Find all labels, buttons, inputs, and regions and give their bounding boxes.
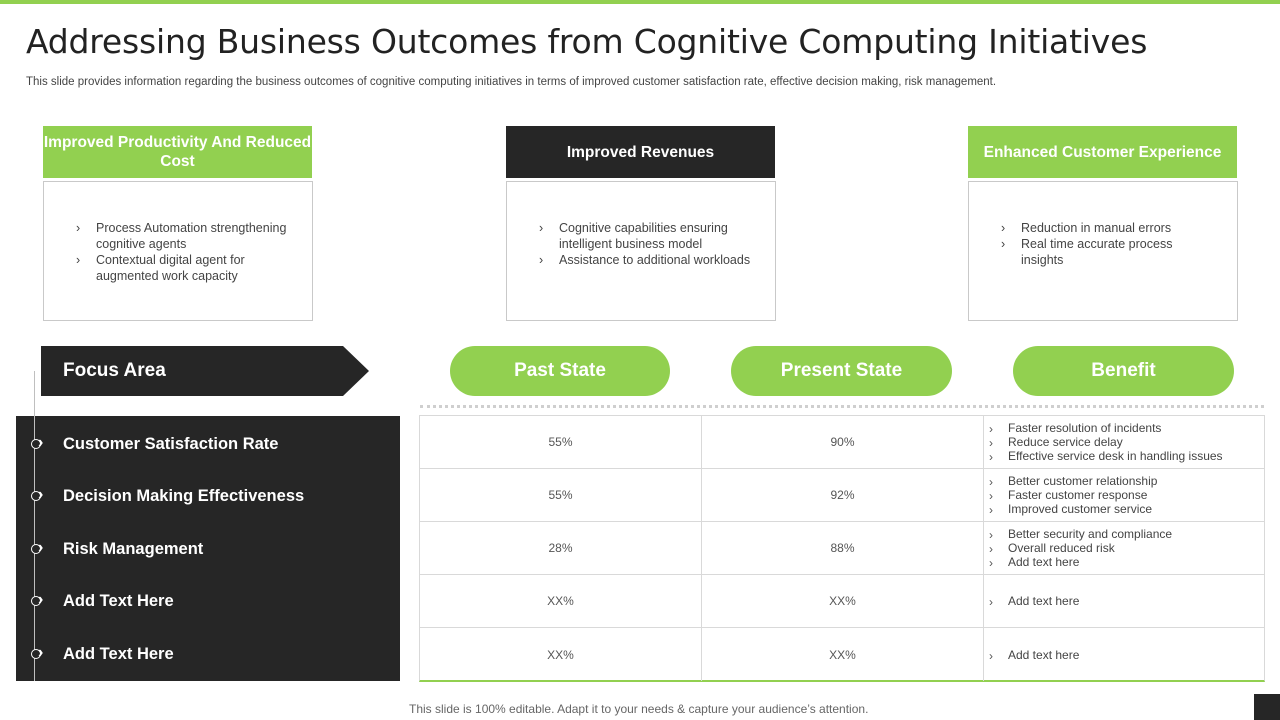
past-state-cell: XX% <box>420 575 702 627</box>
card-heading-customer-experience: Enhanced Customer Experience <box>968 126 1237 178</box>
card-heading-revenues: Improved Revenues <box>506 126 775 178</box>
table-row: 28% 88% Better security and compliance O… <box>420 522 1264 575</box>
timeline-dot-icon <box>31 649 41 659</box>
dotted-divider <box>420 405 1264 408</box>
benefit-cell: Better customer relationship Faster cust… <box>984 469 1264 521</box>
past-state-cell: 55% <box>420 416 702 468</box>
card-item: Real time accurate process insights <box>1001 236 1217 268</box>
corner-block <box>1254 694 1280 720</box>
focus-row: › Customer Satisfaction Rate <box>16 418 400 470</box>
focus-area-header: Focus Area <box>41 346 369 396</box>
focus-row: › Add Text Here <box>16 575 400 627</box>
card-item: Process Automation strengthening cogniti… <box>76 220 292 252</box>
benefit-item: Add text here <box>986 648 1079 663</box>
card-item: Contextual digital agent for augmented w… <box>76 252 292 284</box>
card-body-productivity: Process Automation strengthening cogniti… <box>43 181 313 321</box>
focus-area-label: Focus Area <box>63 360 166 381</box>
past-state-header: Past State <box>450 346 670 396</box>
timeline-dot-icon <box>31 596 41 606</box>
past-state-cell: 55% <box>420 469 702 521</box>
timeline-line <box>34 371 35 681</box>
benefit-item: Overall reduced risk <box>986 541 1172 556</box>
benefit-item: Better customer relationship <box>986 474 1157 489</box>
card-body-customer-experience: Reduction in manual errors Real time acc… <box>968 181 1238 321</box>
outcomes-table: 55% 90% Faster resolution of incidents R… <box>419 415 1265 682</box>
benefit-cell: Add text here <box>984 628 1264 681</box>
focus-area-label: Add Text Here <box>63 591 174 610</box>
focus-area-label: Customer Satisfaction Rate <box>63 434 279 453</box>
card-heading-productivity: Improved Productivity And Reduced Cost <box>43 126 312 178</box>
top-accent-line <box>0 0 1280 4</box>
timeline-dot-icon <box>31 544 41 554</box>
focus-row: › Risk Management <box>16 523 400 575</box>
footer-note: This slide is 100% editable. Adapt it to… <box>409 702 869 716</box>
chevron-right-icon: › <box>38 539 44 557</box>
present-state-cell: 92% <box>702 469 984 521</box>
card-item: Reduction in manual errors <box>1001 220 1217 236</box>
card-item: Cognitive capabilities ensuring intellig… <box>539 220 755 252</box>
focus-row: › Add Text Here <box>16 628 400 680</box>
focus-row: › Decision Making Effectiveness <box>16 470 400 522</box>
present-state-cell: XX% <box>702 575 984 627</box>
benefit-cell: Better security and compliance Overall r… <box>984 522 1264 574</box>
slide-subtitle: This slide provides information regardin… <box>26 76 997 88</box>
benefit-item: Faster resolution of incidents <box>986 421 1223 436</box>
slide-title: Addressing Business Outcomes from Cognit… <box>26 22 1148 61</box>
table-row: 55% 92% Better customer relationship Fas… <box>420 469 1264 522</box>
benefit-item: Improved customer service <box>986 502 1157 517</box>
benefit-cell: Add text here <box>984 575 1264 627</box>
table-row: XX% XX% Add text here <box>420 628 1264 681</box>
past-state-cell: XX% <box>420 628 702 681</box>
card-body-revenues: Cognitive capabilities ensuring intellig… <box>506 181 776 321</box>
focus-area-label: Add Text Here <box>63 644 174 663</box>
focus-area-panel <box>16 416 400 681</box>
table-row: XX% XX% Add text here <box>420 575 1264 628</box>
benefit-item: Effective service desk in handling issue… <box>986 449 1223 464</box>
present-state-cell: 90% <box>702 416 984 468</box>
benefit-item: Reduce service delay <box>986 435 1223 450</box>
benefit-item: Better security and compliance <box>986 527 1172 542</box>
table-row: 55% 90% Faster resolution of incidents R… <box>420 416 1264 469</box>
chevron-right-icon: › <box>38 434 44 452</box>
benefit-item: Add text here <box>986 594 1079 609</box>
chevron-right-icon: › <box>38 644 44 662</box>
benefit-item: Faster customer response <box>986 488 1157 503</box>
chevron-right-icon: › <box>38 591 44 609</box>
present-state-cell: XX% <box>702 628 984 681</box>
focus-area-label: Risk Management <box>63 539 204 558</box>
card-item: Assistance to additional workloads <box>539 252 755 268</box>
benefit-cell: Faster resolution of incidents Reduce se… <box>984 416 1264 468</box>
timeline-dot-icon <box>31 491 41 501</box>
present-state-header: Present State <box>731 346 952 396</box>
chevron-right-icon: › <box>38 486 44 504</box>
benefit-item: Add text here <box>986 555 1172 570</box>
present-state-cell: 88% <box>702 522 984 574</box>
benefit-header: Benefit <box>1013 346 1234 396</box>
timeline-dot-icon <box>31 439 41 449</box>
past-state-cell: 28% <box>420 522 702 574</box>
focus-area-label: Decision Making Effectiveness <box>63 486 305 505</box>
